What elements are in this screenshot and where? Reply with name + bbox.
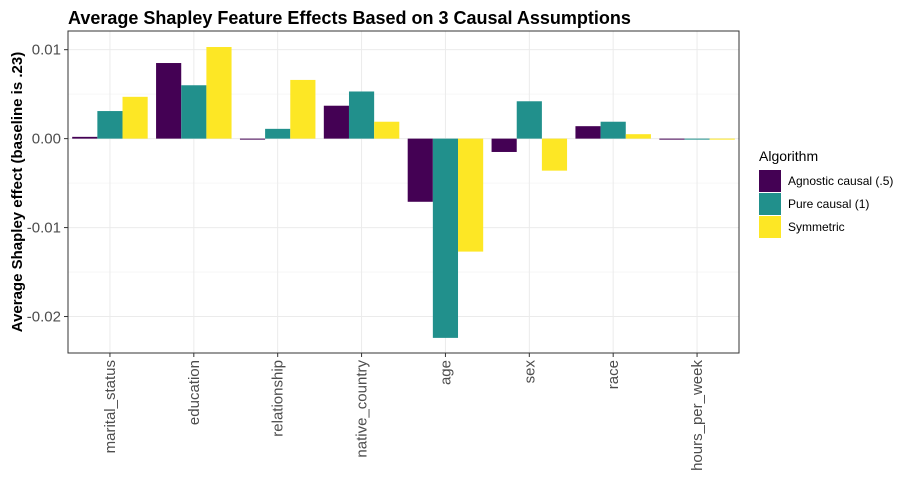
bar-sex-series-1	[491, 138, 517, 152]
bar-education-series-2	[181, 85, 207, 139]
legend-label-1: Agnostic causal (.5)	[788, 174, 893, 188]
x-tick-label: marital_status	[102, 360, 119, 453]
x-tick-label: sex	[521, 360, 538, 384]
x-tick-label: hours_per_week	[689, 360, 706, 471]
bar-relationship-series-3	[290, 79, 316, 139]
bar-native_country-series-1	[323, 105, 349, 139]
y-tick-label: -0.01	[27, 220, 61, 237]
x-tick-label: age	[437, 360, 454, 385]
bar-hours_per_week-series-1	[659, 138, 685, 140]
panel-border	[67, 30, 740, 354]
bar-age-series-1	[407, 138, 433, 202]
bar-marital_status-series-1	[72, 136, 98, 139]
legend-key-3	[759, 216, 781, 238]
bar-sex-series-3	[541, 138, 568, 171]
bar-race-series-3	[625, 134, 651, 139]
bar-relationship-series-1	[239, 138, 266, 140]
bar-education-series-3	[206, 47, 232, 139]
bar-age-series-3	[458, 138, 484, 252]
x-tick-label: native_country	[354, 360, 371, 458]
legend: Algorithm Agnostic causal (.5) Pure causal…	[759, 148, 893, 238]
chart-title: Average Shapley Feature Effects Based on…	[68, 8, 631, 28]
bar-hours_per_week-series-2	[684, 138, 710, 140]
legend-label-2: Pure causal (1)	[788, 197, 869, 211]
legend-key-1	[759, 170, 781, 192]
legend-title: Algorithm	[759, 148, 818, 164]
bar-hours_per_week-series-3	[709, 138, 735, 140]
bar-age-series-2	[432, 138, 459, 338]
y-tick-label: -0.02	[27, 309, 61, 326]
x-tick-label: relationship	[270, 360, 287, 437]
x-tick-label: education	[186, 360, 203, 425]
plot-area: 0.01 0.00 -0.01 -0.02 marital_status educatio…	[27, 30, 740, 471]
bar-education-series-1	[156, 63, 182, 139]
legend-label-3: Symmetric	[788, 220, 845, 234]
y-tick-label: 0.01	[32, 42, 61, 59]
bar-native_country-series-2	[348, 91, 375, 139]
bar-marital_status-series-3	[122, 96, 148, 139]
y-tick-label: 0.00	[32, 131, 61, 148]
bar-relationship-series-2	[265, 128, 291, 139]
bar-race-series-2	[600, 121, 626, 139]
y-axis-label: Average Shapley effect (baseline is .23)	[9, 52, 26, 332]
bar-sex-series-2	[516, 101, 542, 139]
bar-native_country-series-3	[374, 121, 400, 139]
legend-key-2	[759, 193, 781, 215]
bar-race-series-1	[575, 126, 601, 139]
x-tick-label: race	[605, 360, 622, 389]
bar-marital_status-series-2	[97, 111, 123, 139]
